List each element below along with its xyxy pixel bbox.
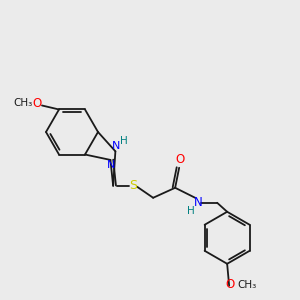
Text: H: H <box>187 206 195 216</box>
Text: O: O <box>176 153 185 166</box>
Text: N: N <box>107 160 116 170</box>
Text: N: N <box>112 141 121 151</box>
Text: O: O <box>32 97 42 110</box>
Text: H: H <box>119 136 127 146</box>
Text: O: O <box>226 278 235 291</box>
Text: S: S <box>129 179 137 192</box>
Text: CH₃: CH₃ <box>14 98 33 109</box>
Text: CH₃: CH₃ <box>238 280 257 290</box>
Text: N: N <box>194 196 203 209</box>
